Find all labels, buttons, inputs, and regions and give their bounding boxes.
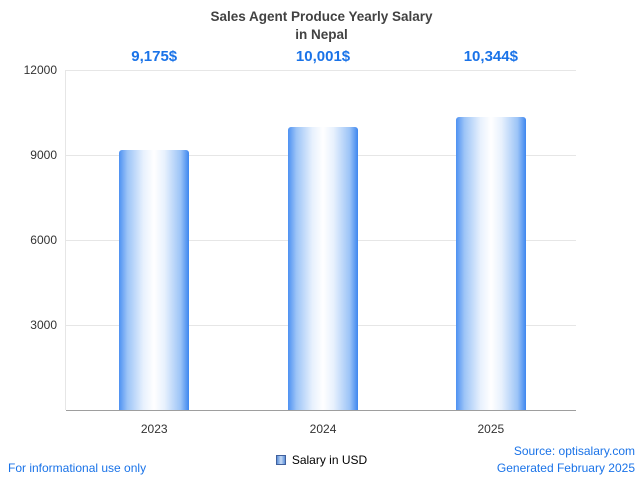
chart-title-line2: in Nepal bbox=[295, 27, 348, 43]
legend-label: Salary in USD bbox=[291, 453, 368, 467]
bar-2024[interactable] bbox=[288, 126, 359, 410]
bar-value-label-2025: 10,344$ bbox=[463, 48, 518, 65]
chart-title-line1: Sales Agent Produce Yearly Salary bbox=[210, 9, 433, 24]
source-link[interactable]: Source: optisalary.com bbox=[513, 444, 635, 459]
legend[interactable]: Salary in USD bbox=[0, 453, 643, 467]
bar-2025[interactable] bbox=[455, 116, 526, 410]
bar-value-label-2024: 10,001$ bbox=[295, 48, 351, 65]
bar-value-label-2023: 9,175$ bbox=[131, 48, 178, 65]
bar-2023[interactable] bbox=[119, 150, 190, 410]
x-axis-line bbox=[66, 410, 576, 411]
x-tick-2024: 2024 bbox=[309, 422, 337, 436]
y-tick-label: 6000 bbox=[30, 233, 57, 247]
generated-date: Generated February 2025 bbox=[496, 461, 635, 476]
y-tick-label: 9000 bbox=[30, 148, 57, 162]
bar-group-2023 bbox=[119, 70, 190, 410]
chart-title: Sales Agent Produce Yearly Salary in Nep… bbox=[0, 8, 643, 44]
y-tick-label: 3000 bbox=[30, 318, 57, 332]
plot-area: 12000 9000 6000 3000 9,175$ 10,001$ 10,3… bbox=[24, 48, 576, 436]
source-block: Source: optisalary.com Generated Februar… bbox=[497, 443, 635, 477]
x-tick-2025: 2025 bbox=[477, 422, 505, 436]
gridline-12000: 12000 bbox=[24, 63, 576, 77]
bar-group-2024 bbox=[288, 70, 359, 410]
y-tick-label: 12000 bbox=[23, 63, 57, 77]
disclaimer-text: For informational use only bbox=[8, 461, 147, 475]
x-tick-2023: 2023 bbox=[140, 422, 168, 436]
legend-swatch-icon bbox=[275, 455, 286, 465]
bar-group-2025 bbox=[455, 70, 526, 410]
